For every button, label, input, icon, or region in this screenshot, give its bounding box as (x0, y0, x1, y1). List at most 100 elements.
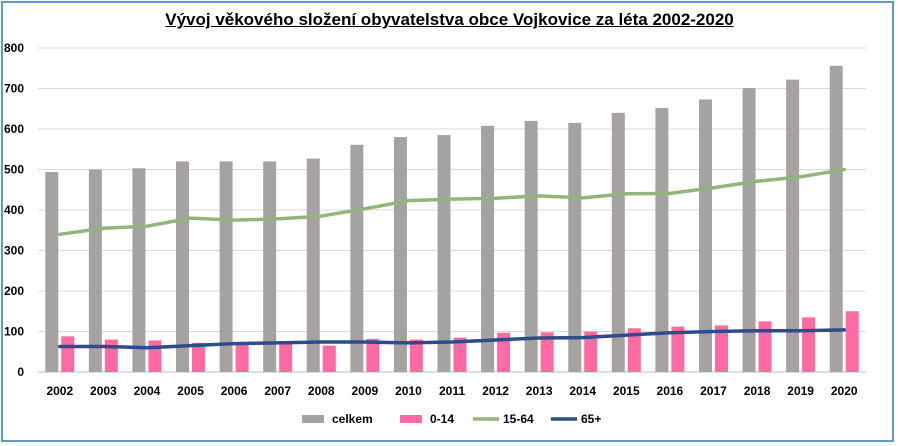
point-65+-2012 (494, 338, 498, 342)
x-tick-label-2013: 2013 (526, 384, 553, 398)
bar-celkem-2009 (350, 144, 364, 372)
x-tick-label-2012: 2012 (482, 384, 509, 398)
point-65+-2006 (232, 342, 236, 346)
point-15-64-2004 (145, 224, 149, 228)
point-15-64-2008 (319, 214, 323, 218)
point-65+-2013 (537, 336, 541, 340)
point-65+-2016 (668, 331, 672, 335)
point-15-64-2009 (363, 207, 367, 211)
point-15-64-2005 (189, 216, 193, 220)
x-tick-label-2003: 2003 (90, 384, 117, 398)
bar-celkem-2005 (176, 161, 190, 372)
y-tick-label-100: 100 (4, 325, 24, 339)
point-15-64-2007 (276, 217, 280, 221)
bar-0-14-2011 (453, 337, 467, 372)
legend-swatch-celkem (302, 415, 324, 423)
bar-celkem-2011 (437, 135, 451, 372)
point-15-64-2014 (581, 196, 585, 200)
point-65+-2017 (711, 330, 715, 333)
bar-celkem-2002 (45, 171, 59, 372)
x-tick-label-2011: 2011 (439, 384, 465, 398)
y-tick-label-500: 500 (4, 163, 24, 177)
point-15-64-2003 (101, 226, 105, 230)
point-65+-2003 (101, 344, 105, 348)
bar-celkem-2020 (829, 65, 843, 372)
bar-0-14-2006 (235, 343, 249, 372)
point-15-64-2011 (450, 197, 454, 201)
legend-label-celkem: celkem (332, 412, 373, 426)
x-tick-label-2019: 2019 (787, 384, 814, 398)
bar-celkem-2003 (88, 169, 102, 372)
bar-celkem-2015 (611, 112, 625, 373)
bar-0-14-2020 (845, 311, 859, 372)
point-65+-2010 (406, 341, 410, 345)
point-15-64-2006 (232, 218, 236, 222)
point-65+-2020 (842, 328, 846, 332)
bar-celkem-2018 (742, 88, 756, 372)
x-tick-label-2007: 2007 (264, 384, 291, 398)
point-15-64-2015 (624, 192, 628, 196)
point-65+-2014 (581, 336, 585, 340)
bar-celkem-2016 (655, 107, 669, 372)
x-tick-label-2015: 2015 (613, 384, 640, 398)
point-15-64-2019 (799, 175, 803, 179)
x-tick-label-2010: 2010 (395, 384, 422, 398)
bar-0-14-2004 (148, 340, 162, 372)
point-15-64-2018 (755, 179, 759, 183)
bar-celkem-2014 (568, 122, 582, 372)
y-tick-label-600: 600 (4, 122, 24, 136)
x-tick-label-2006: 2006 (221, 384, 248, 398)
point-15-64-2017 (711, 186, 715, 190)
bar-0-14-2019 (802, 317, 816, 372)
bar-0-14-2012 (497, 332, 511, 372)
bar-0-14-2005 (192, 342, 206, 372)
bar-celkem-2010 (393, 137, 407, 372)
x-tick-label-2002: 2002 (46, 384, 73, 398)
bar-celkem-2017 (698, 99, 712, 372)
x-tick-label-2016: 2016 (657, 384, 684, 398)
bar-celkem-2007 (263, 161, 277, 372)
bar-0-14-2017 (714, 325, 728, 372)
y-tick-label-800: 800 (4, 41, 24, 55)
point-65+-2011 (450, 340, 454, 344)
point-15-64-2002 (58, 232, 62, 236)
x-tick-label-2017: 2017 (700, 384, 727, 398)
legend-swatch-0-14 (400, 415, 422, 423)
legend-label-0-14: 0-14 (430, 412, 454, 426)
point-65+-2007 (276, 341, 280, 345)
point-65+-2004 (145, 346, 149, 350)
point-65+-2008 (319, 340, 323, 344)
y-tick-label-700: 700 (4, 82, 24, 96)
bar-celkem-2013 (524, 120, 538, 373)
x-tick-label-2004: 2004 (134, 384, 161, 398)
bar-0-14-2016 (671, 326, 685, 372)
point-65+-2005 (189, 344, 193, 348)
bar-0-14-2010 (409, 339, 423, 372)
point-15-64-2012 (494, 196, 498, 200)
x-tick-label-2009: 2009 (351, 384, 378, 398)
y-tick-label-200: 200 (4, 284, 24, 298)
legend-label-65+: 65+ (581, 412, 601, 426)
x-tick-label-2014: 2014 (569, 384, 596, 398)
bar-celkem-2006 (219, 161, 233, 372)
bar-celkem-2012 (481, 125, 495, 372)
point-65+-2002 (58, 344, 62, 348)
bar-0-14-2015 (627, 328, 641, 372)
x-tick-label-2020: 2020 (831, 384, 858, 398)
bar-celkem-2004 (132, 168, 146, 372)
legend-label-15-64: 15-64 (503, 412, 534, 426)
y-tick-label-0: 0 (17, 365, 24, 379)
chart-title: Vývoj věkového složení obyvatelstva obce… (165, 10, 734, 29)
bar-0-14-2014 (584, 331, 598, 372)
bar-0-14-2018 (758, 321, 772, 372)
point-15-64-2020 (842, 168, 846, 171)
bar-0-14-2008 (322, 345, 336, 372)
bar-celkem-2008 (306, 158, 320, 372)
x-tick-label-2008: 2008 (308, 384, 335, 398)
point-15-64-2010 (406, 199, 410, 203)
bar-0-14-2002 (61, 336, 75, 372)
y-tick-label-400: 400 (4, 203, 24, 217)
bar-0-14-2009 (366, 338, 380, 372)
bar-celkem-2019 (786, 79, 800, 372)
